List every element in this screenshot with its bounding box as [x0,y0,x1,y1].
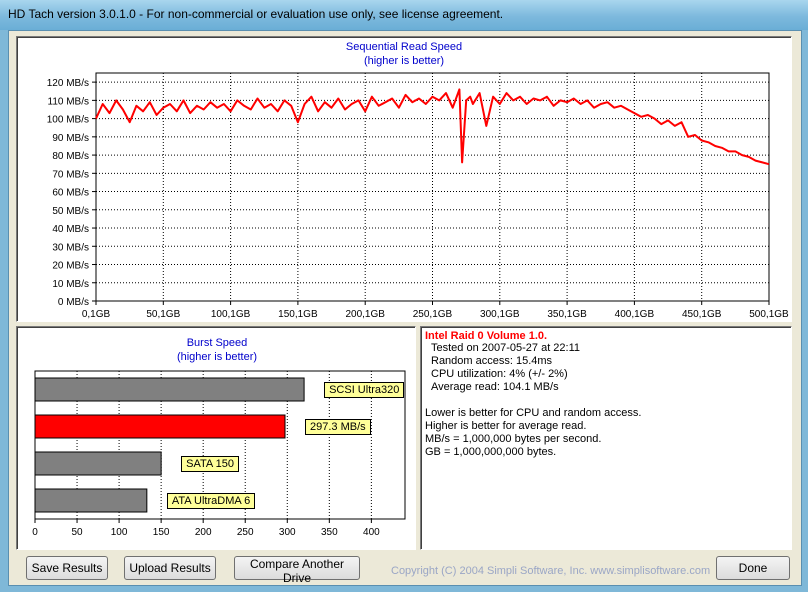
x-tick-label: 50 [71,527,83,538]
y-tick-label: 40 MB/s [52,224,89,235]
x-tick-label: 400 [363,527,380,538]
x-tick-label: 300,1GB [480,309,520,320]
burst-chart-title: Burst Speed [187,337,248,349]
random-access: Random access: 15.4ms [431,355,553,367]
y-tick-label: 70 MB/s [52,169,89,180]
burst-bar-label: 297.3 MB/s [305,418,371,435]
burst-bar [34,451,162,476]
y-tick-label: 60 MB/s [52,188,89,199]
y-tick-label: 30 MB/s [52,242,89,253]
burst-chart-subtitle: (higher is better) [177,351,257,363]
sequential-chart-title: Sequential Read Speed [346,41,462,53]
x-tick-label: 450,1GB [682,309,722,320]
burst-speed-chart: Burst Speed (higher is better) 0 50 100 150… [32,337,406,538]
x-tick-label: 350 [321,527,338,538]
burst-bar-label: SCSI Ultra320 [324,381,405,398]
upload-results-button[interactable]: Upload Results [124,556,216,580]
y-tick-label: 10 MB/s [52,279,89,290]
x-tick-label: 100 [111,527,128,538]
x-tick-label: 300 [279,527,296,538]
burst-bar [34,377,305,402]
x-tick-label: 200,1GB [345,309,385,320]
x-tick-label: 100,1GB [211,309,251,320]
note-line: GB = 1,000,000,000 bytes. [425,446,557,458]
burst-chart-panel: Burst Speed (higher is better) 0 50 100 150… [16,326,416,550]
cpu-utilization: CPU utilization: 4% (+/- 2%) [431,368,568,380]
x-tick-label: 150 [153,527,170,538]
drive-info-panel: Intel Raid 0 Volume 1.0. Tested on 2007-… [420,326,792,550]
sequential-read-chart: Sequential Read Speed (higher is better)… [47,41,789,320]
x-tick-label: 250,1GB [413,309,453,320]
y-tick-label: 50 MB/s [52,206,89,217]
x-tick-label: 400,1GB [615,309,655,320]
x-tick-label: 200 [195,527,212,538]
burst-bar [34,488,148,513]
save-results-button[interactable]: Save Results [26,556,108,580]
y-tick-label: 20 MB/s [52,261,89,272]
compare-drive-button[interactable]: Compare Another Drive [234,556,360,585]
compare-drive-label: Compare Another Drive [249,557,345,585]
sequential-chart-subtitle: (higher is better) [364,55,444,67]
x-tick-label: 0 [32,527,38,538]
save-results-label: Save Results [31,561,103,575]
test-date: Tested on 2007-05-27 at 22:11 [431,342,581,354]
note-line: Higher is better for average read. [425,420,587,432]
y-tick-label: 120 MB/s [47,78,89,89]
x-tick-label: 250 [237,527,254,538]
x-tick-label: 350,1GB [547,309,587,320]
sequential-chart-panel: Sequential Read Speed (higher is better)… [16,36,792,322]
upload-results-label: Upload Results [129,561,211,575]
done-button[interactable]: Done [716,556,790,580]
done-label: Done [738,561,768,575]
note-line: MB/s = 1,000,000 bytes per second. [425,433,602,445]
title-bar[interactable]: HD Tach version 3.0.1.0 - For non-commer… [0,0,808,30]
note-line: Lower is better for CPU and random acces… [425,407,642,419]
average-read: Average read: 104.1 MB/s [431,381,559,393]
x-tick-label: 0,1GB [82,309,111,320]
y-tick-label: 90 MB/s [52,133,89,144]
x-tick-label: 50,1GB [146,309,180,320]
drive-name: Intel Raid 0 Volume 1.0. [425,330,548,342]
burst-bar-label: SATA 150 [181,455,240,472]
y-tick-label: 80 MB/s [52,151,89,162]
burst-bar-label: ATA UltraDMA 6 [166,492,256,509]
burst-bar [34,414,286,439]
window-title: HD Tach version 3.0.1.0 - For non-commer… [8,7,504,21]
sequential-read-series [95,88,770,166]
x-tick-label: 500,1GB [749,309,789,320]
y-tick-label: 100 MB/s [47,115,89,126]
copyright-text: Copyright (C) 2004 Simpli Software, Inc.… [391,565,711,577]
y-tick-label: 0 MB/s [58,297,89,308]
x-tick-label: 150,1GB [278,309,318,320]
y-tick-label: 110 MB/s [48,96,90,107]
